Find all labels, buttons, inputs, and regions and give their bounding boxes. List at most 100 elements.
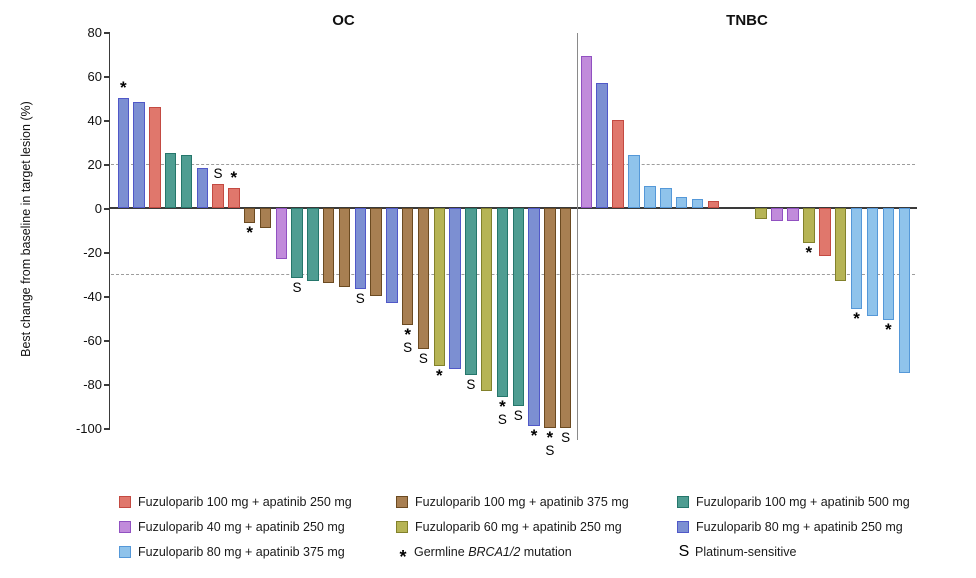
- oc-bar-28: [544, 208, 556, 428]
- y-tick--60: [104, 340, 110, 342]
- panel-title-tnbc: TNBC: [726, 12, 768, 29]
- legend-column-3: Fuzuloparib 100 mg + apatinib 500 mg Fuz…: [677, 489, 910, 564]
- oc-bar-8: [228, 188, 240, 208]
- panel-divider-line: [577, 33, 578, 440]
- legend-label: Fuzuloparib 100 mg + apatinib 250 mg: [138, 494, 352, 509]
- oc-bar-5: [180, 155, 193, 208]
- oc-bar-7: [212, 183, 224, 208]
- tnbc-bar-12: [787, 208, 799, 222]
- oc-bar-19: [401, 208, 414, 325]
- brca-label-italic: BRCA1/2: [468, 544, 521, 559]
- oc-bar-16: [354, 208, 366, 290]
- legend-item-f60a250: Fuzuloparib 60 mg + apatinib 250 mg: [396, 514, 629, 539]
- brca-mutation-marker: *: [885, 320, 892, 340]
- oc-bar-27: [528, 208, 540, 426]
- legend-label: Fuzuloparib 80 mg + apatinib 250 mg: [696, 519, 903, 534]
- y-tick-60: [104, 76, 110, 78]
- oc-bar-14: [322, 208, 335, 283]
- platinum-sensitive-marker: S: [466, 377, 476, 393]
- reference-line-20: [111, 164, 915, 165]
- tnbc-bar-6: [660, 188, 672, 208]
- legend-label: Fuzuloparib 80 mg + apatinib 375 mg: [138, 544, 345, 559]
- y-tick-0: [104, 208, 110, 210]
- legend-item-f100a250: Fuzuloparib 100 mg + apatinib 250 mg: [119, 489, 352, 514]
- tnbc-bar-7: [675, 197, 688, 208]
- legend-item-f40a250: Fuzuloparib 40 mg + apatinib 250 mg: [119, 514, 352, 539]
- legend-label: Fuzuloparib 100 mg + apatinib 500 mg: [696, 494, 910, 509]
- platinum-sensitive-marker: S: [418, 350, 428, 366]
- oc-bar-17: [370, 208, 382, 296]
- legend-swatch-brown: [396, 495, 408, 508]
- platinum-sensitive-marker: S: [497, 412, 507, 428]
- legend-swatch-indigo: [677, 520, 689, 533]
- y-tick-label--20: -20: [83, 244, 102, 260]
- oc-bar-23: [465, 208, 477, 376]
- brca-label-pre: Germline: [414, 544, 469, 559]
- y-tick-label-0: 0: [94, 200, 102, 216]
- oc-bar-13: [307, 208, 319, 281]
- y-axis-label: Best change from baseline in target lesi…: [19, 101, 33, 357]
- tnbc-bar-17: [866, 208, 879, 316]
- y-tick--20: [104, 252, 110, 254]
- y-tick-80: [104, 32, 110, 34]
- platinum-sensitive-marker: S: [545, 443, 555, 458]
- tnbc-bar-8: [691, 199, 704, 208]
- oc-bar-4: [164, 153, 177, 208]
- oc-bar-3: [149, 106, 161, 208]
- oc-bar-24: [480, 208, 493, 391]
- tnbc-bar-9: [707, 201, 720, 208]
- legend-swatch-lightblue: [119, 545, 131, 558]
- oc-bar-15: [338, 208, 351, 288]
- tnbc-bar-19: [898, 208, 910, 373]
- legend-swatch-red: [119, 495, 131, 508]
- y-tick--80: [104, 384, 110, 386]
- tnbc-bar-13: [803, 208, 815, 244]
- legend-swatch-purple: [119, 520, 131, 533]
- zero-baseline: [110, 207, 917, 209]
- oc-bar-21: [433, 208, 445, 367]
- y-tick-label--80: -80: [83, 376, 102, 392]
- y-tick-label--60: -60: [83, 332, 102, 348]
- legend-item-f100a500: Fuzuloparib 100 mg + apatinib 500 mg: [677, 489, 910, 514]
- platinum-sensitive-marker: S: [403, 339, 413, 355]
- tnbc-bar-18: [882, 208, 895, 321]
- y-tick-label-20: 20: [87, 156, 102, 172]
- oc-bar-25: [496, 208, 509, 398]
- brca-mutation-marker: *: [246, 223, 253, 243]
- oc-bar-2: [133, 102, 145, 208]
- brca-mutation-marker: *: [546, 428, 554, 447]
- oc-bar-20: [417, 208, 430, 349]
- oc-bar-11: [275, 208, 287, 259]
- oc-bar-18: [386, 208, 398, 303]
- legend-swatch-olive: [396, 520, 408, 533]
- y-tick-label-60: 60: [87, 68, 102, 84]
- brca-mutation-marker: *: [499, 397, 506, 417]
- brca-mutation-marker: *: [805, 243, 813, 263]
- brca-mutation-marker: *: [530, 425, 538, 445]
- y-tick-40: [104, 120, 110, 122]
- oc-bar-12: [291, 208, 303, 279]
- tnbc-bar-5: [644, 186, 656, 208]
- tnbc-bar-4: [628, 155, 640, 208]
- brca-mutation-marker: *: [853, 309, 860, 329]
- tnbc-bar-11: [771, 208, 783, 222]
- y-tick-label-40: 40: [87, 112, 102, 128]
- legend-item-f80a375: Fuzuloparib 80 mg + apatinib 375 mg: [119, 539, 352, 564]
- brca-mutation-marker: *: [435, 366, 443, 386]
- legend-item-f100a375: Fuzuloparib 100 mg + apatinib 375 mg: [396, 489, 629, 514]
- legend-label: Fuzuloparib 40 mg + apatinib 250 mg: [138, 519, 345, 534]
- brca-label-post: mutation: [520, 544, 572, 559]
- y-tick--100: [104, 428, 110, 430]
- y-tick-label--40: -40: [83, 288, 102, 304]
- platinum-sensitive-marker: S: [292, 280, 302, 296]
- legend-label: Platinum-sensitive: [695, 544, 797, 559]
- legend-item-brca-marker: * Germline BRCA1/2 mutation: [396, 539, 629, 566]
- brca-mutation-marker: *: [404, 324, 411, 344]
- oc-bar-22: [449, 208, 461, 369]
- legend-column-2: Fuzuloparib 100 mg + apatinib 375 mg Fuz…: [396, 489, 629, 566]
- oc-bar-29: [559, 208, 572, 428]
- tnbc-bar-3: [612, 120, 624, 208]
- oc-bar-10: [259, 208, 272, 228]
- platinum-sensitive-marker: S: [561, 430, 571, 445]
